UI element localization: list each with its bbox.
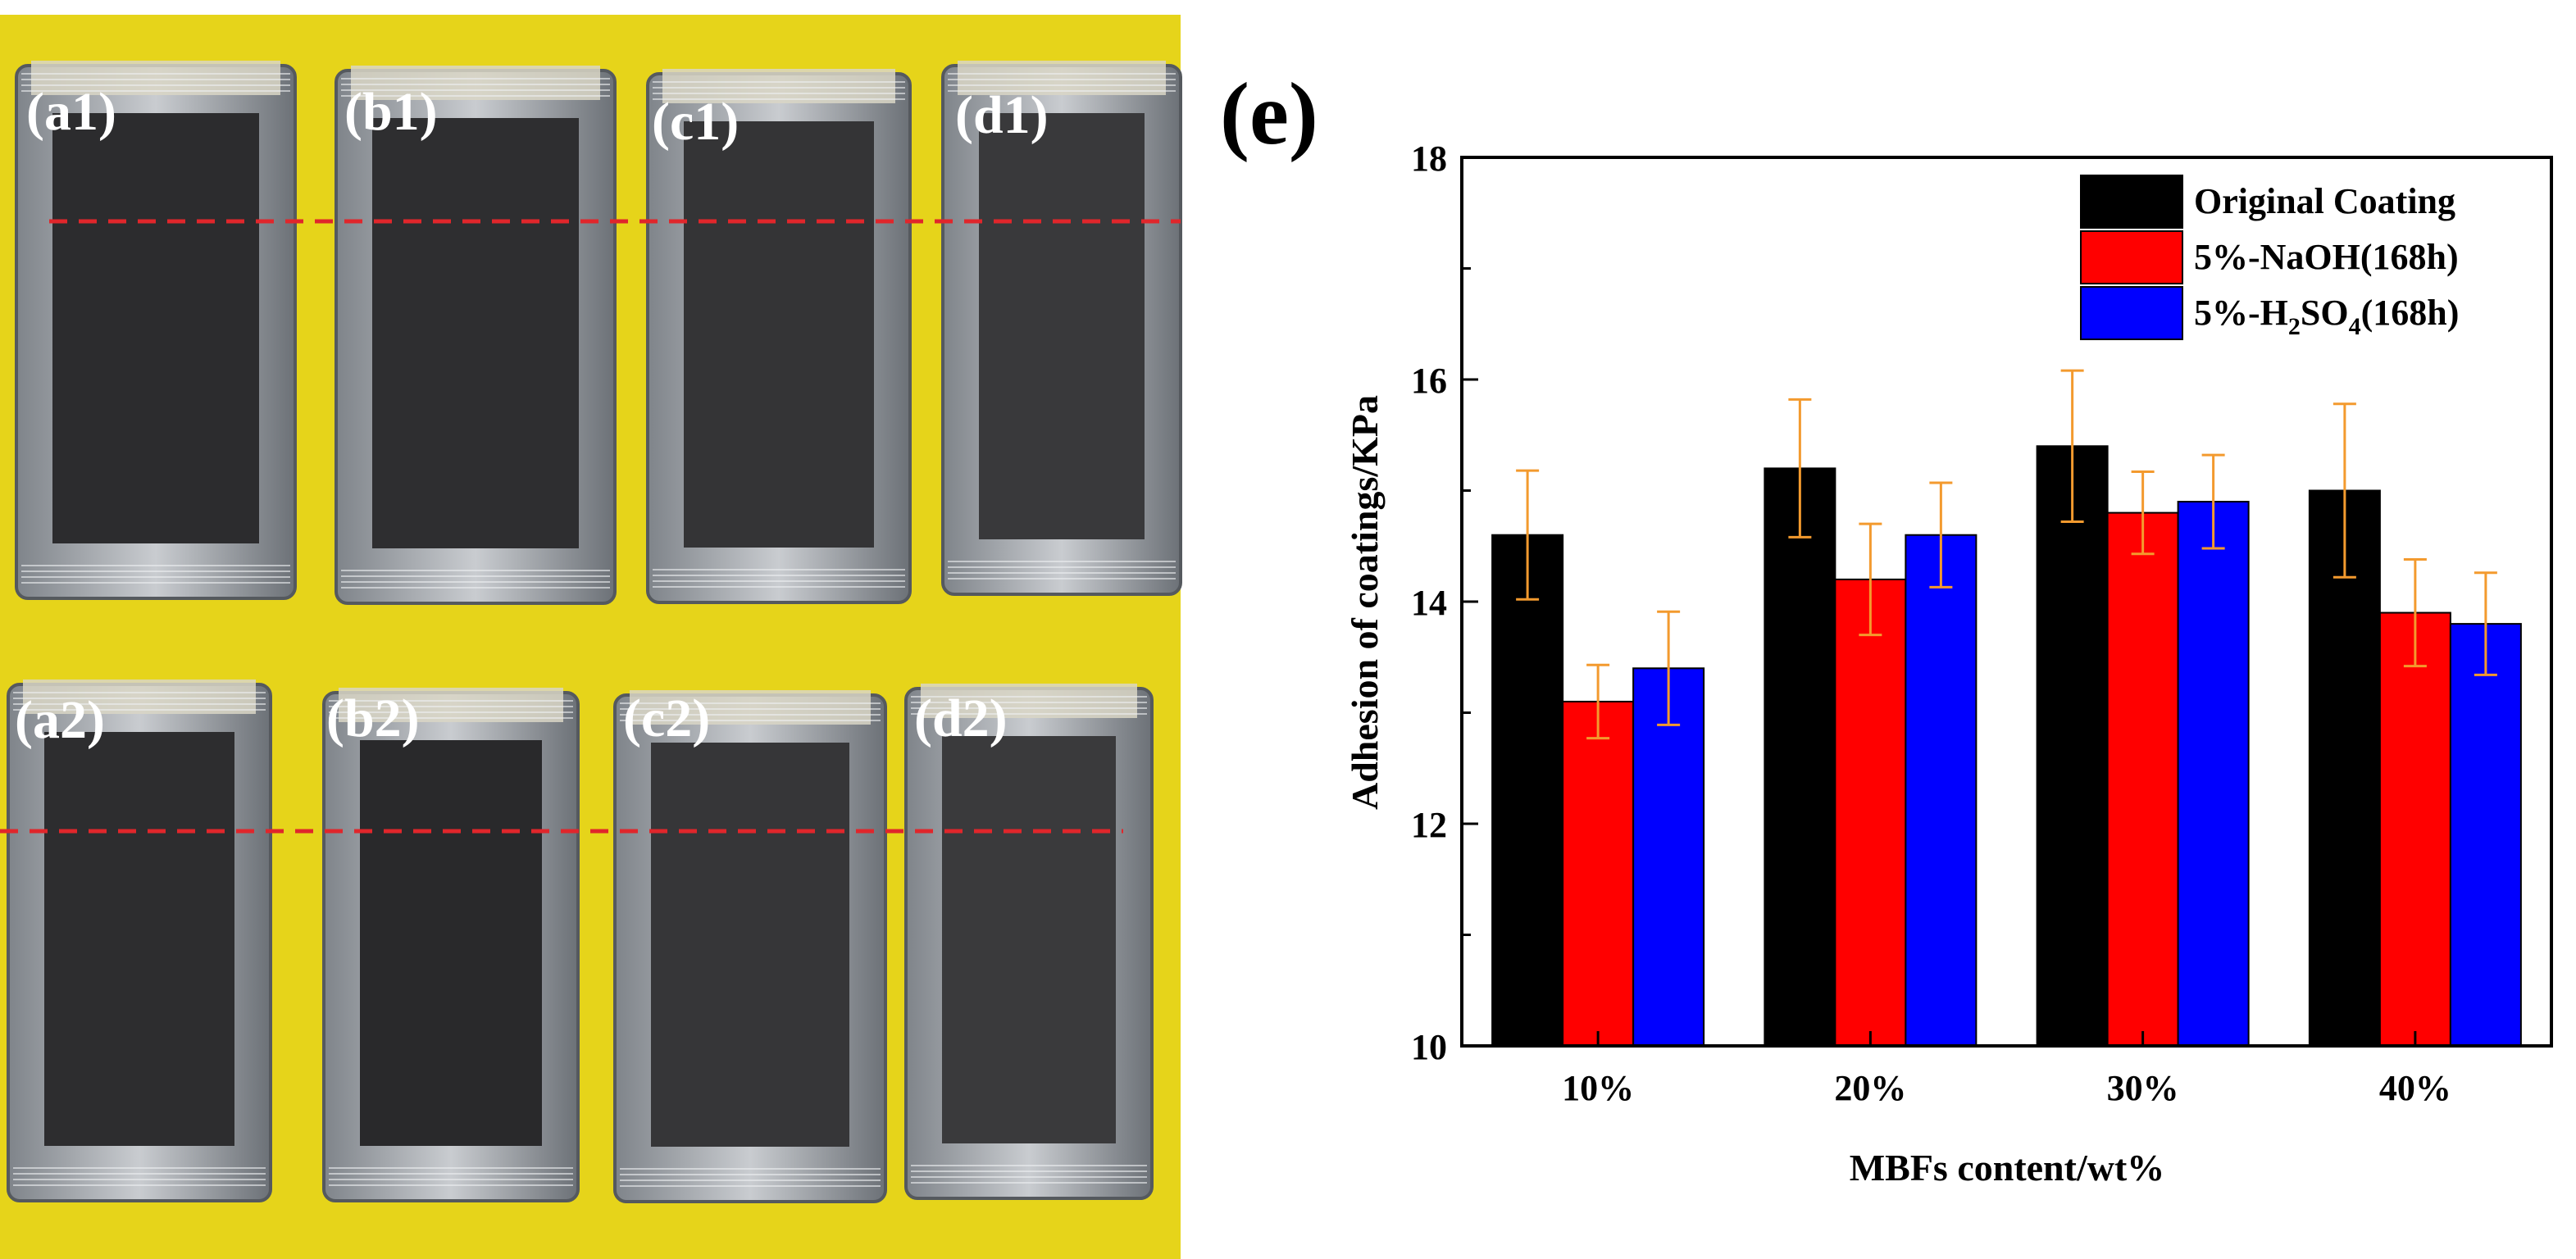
legend: Original Coating 5%-NaOH(168h) 5%-H2SO4(16… xyxy=(2080,175,2459,340)
plate-coating xyxy=(52,113,259,543)
plate-coating xyxy=(942,736,1116,1143)
legend-label-1: 5%-NaOH(168h) xyxy=(2194,237,2459,277)
legend-label-2-part-1: 2 xyxy=(2288,313,2301,340)
plate-tape xyxy=(351,66,600,100)
legend-label-2-part-4: (168h) xyxy=(2361,293,2460,333)
plate-coating xyxy=(684,121,874,548)
plate-coating xyxy=(979,113,1145,539)
coating-plate-top-2 xyxy=(646,69,912,604)
bar-0-0 xyxy=(1491,534,1564,1047)
legend-swatch-1 xyxy=(2080,230,2183,284)
x-tick-label-1: 20% xyxy=(1834,1068,1906,1108)
photo-label-top-0: (a1) xyxy=(26,82,116,142)
y-tick-label-2: 14 xyxy=(1411,583,1447,623)
legend-label-2-part-3: 4 xyxy=(2349,313,2361,340)
legend-label-2-part-2: SO xyxy=(2301,293,2349,333)
photo-label-bottom-0: (a2) xyxy=(15,690,105,750)
bar-2-1 xyxy=(1905,534,1978,1047)
photo-label-top-2: (c1) xyxy=(652,92,739,152)
photo-top-row xyxy=(15,61,1182,605)
bars xyxy=(1491,445,2522,1047)
y-tick-label-0: 10 xyxy=(1411,1027,1447,1067)
legend-swatch-2 xyxy=(2080,286,2183,340)
y-axis-label-group: Adhesion of coatings/KPa xyxy=(1344,395,1386,810)
x-tick-label-3: 40% xyxy=(2379,1068,2451,1108)
bar-0-1 xyxy=(1764,467,1836,1047)
plate-tape xyxy=(31,61,280,95)
photo-label-top-3: (d1) xyxy=(955,85,1049,145)
plate-tape xyxy=(958,61,1166,95)
bar-1-2 xyxy=(2106,511,2179,1047)
bar-2-3 xyxy=(2449,623,2522,1047)
y-axis-label: Adhesion of coatings/KPa xyxy=(1344,395,1386,810)
panel-label-e: (e) xyxy=(1220,66,1318,163)
plate-coating xyxy=(651,743,849,1147)
plate-tape xyxy=(23,679,256,714)
photo-label-top-1: (b1) xyxy=(344,82,438,142)
axes: 10 12 14 16 18 10% 20% 30% 40% xyxy=(1411,139,2553,1108)
coating-plate-bottom-1 xyxy=(322,688,580,1202)
coating-plate-top-0 xyxy=(15,61,297,600)
x-axis-label: MBFs content/wt% xyxy=(1850,1147,2165,1189)
photo-bottom-row xyxy=(7,679,1154,1203)
coating-plate-bottom-3 xyxy=(904,684,1154,1200)
legend-swatch-0 xyxy=(2080,175,2183,229)
coating-plate-top-1 xyxy=(335,66,617,605)
legend-label-2: 5%-H2SO4(168h) xyxy=(2194,293,2459,340)
legend-label-0: Original Coating xyxy=(2194,181,2455,221)
plate-tape xyxy=(339,688,563,722)
x-tick-label-2: 30% xyxy=(2107,1068,2179,1108)
coating-plate-top-3 xyxy=(941,61,1182,596)
plate-tape xyxy=(921,684,1137,718)
x-tick-label-0: 10% xyxy=(1562,1068,1634,1108)
plate-coating xyxy=(372,118,579,548)
y-tick-label-1: 12 xyxy=(1411,805,1447,845)
bar-1-3 xyxy=(2378,611,2451,1047)
photo-label-bottom-1: (b2) xyxy=(326,689,420,748)
photo-label-bottom-2: (c2) xyxy=(623,689,710,748)
y-tick-label-3: 16 xyxy=(1411,361,1447,401)
plate-coating xyxy=(44,732,234,1146)
plate-tape xyxy=(630,690,871,725)
chart-panel: (e) Adhesion of coatings/KPa MBFs conten… xyxy=(1220,66,2553,1189)
legend-label-2-part-0: 5%-H xyxy=(2194,293,2288,333)
plate-tape xyxy=(662,69,895,103)
bar-2-2 xyxy=(2177,501,2250,1047)
coating-plate-bottom-0 xyxy=(7,679,272,1202)
bar-0-2 xyxy=(2036,445,2109,1047)
error-bars xyxy=(1516,369,2497,740)
plate-coating xyxy=(360,740,542,1146)
photo-label-bottom-3: (d2) xyxy=(914,689,1008,748)
bar-1-1 xyxy=(1834,578,1907,1047)
coating-plate-bottom-2 xyxy=(613,690,887,1203)
bar-2-0 xyxy=(1632,667,1705,1047)
photo-labels: (a1) (b1) (c1) (d1) (a2) (b2) (c2) (d2) xyxy=(15,82,1049,750)
y-tick-label-4: 18 xyxy=(1411,139,1447,179)
photo-panel: (a1) (b1) (c1) (d1) (a2) (b2) (c2) (d2) xyxy=(0,15,1182,1259)
bar-1-0 xyxy=(1562,700,1635,1047)
